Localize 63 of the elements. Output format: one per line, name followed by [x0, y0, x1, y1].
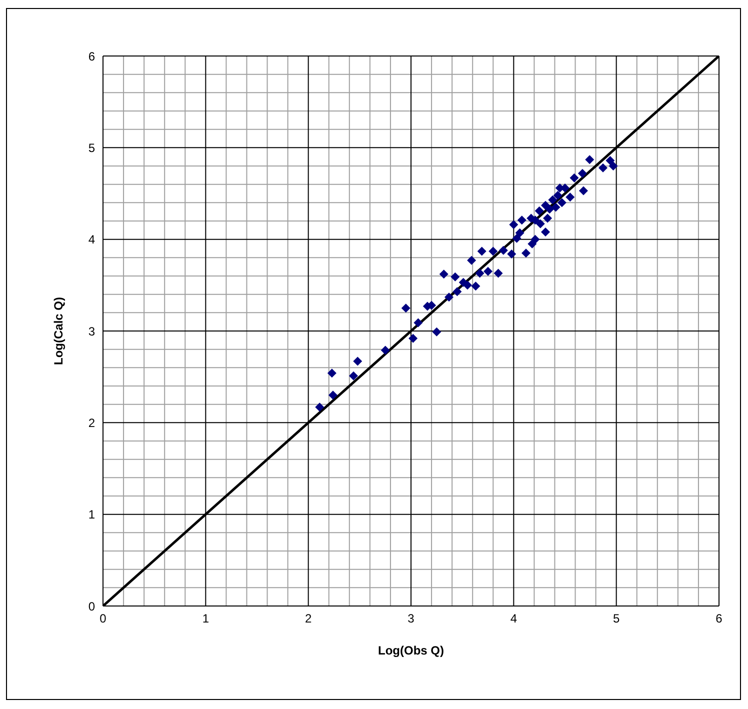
point — [551, 202, 560, 212]
y-tick-label: 1 — [88, 508, 96, 522]
point — [548, 195, 558, 204]
y-tick-label: 4 — [88, 232, 96, 247]
point — [439, 270, 448, 279]
point — [521, 248, 530, 258]
x-tick-label: 6 — [716, 612, 723, 626]
point — [534, 206, 544, 216]
point — [432, 327, 442, 336]
point — [606, 156, 615, 165]
point — [509, 220, 518, 230]
point — [512, 234, 522, 243]
point — [327, 368, 336, 378]
point — [543, 214, 552, 223]
point — [498, 246, 508, 255]
y-tick-label: 0 — [88, 599, 96, 614]
point — [507, 250, 516, 258]
point — [536, 219, 545, 228]
y-axis-title: Log(Calc Q) — [51, 297, 66, 365]
x-tick-label: 3 — [408, 612, 415, 626]
point — [380, 346, 390, 355]
point — [444, 292, 454, 302]
point — [578, 186, 588, 196]
point — [545, 204, 554, 214]
point — [540, 200, 550, 210]
point — [598, 163, 608, 172]
point — [401, 304, 410, 313]
x-tick-label: 1 — [202, 612, 210, 626]
point — [315, 402, 324, 412]
point — [349, 371, 358, 380]
point — [540, 228, 550, 236]
point — [475, 268, 484, 278]
x-tick-label: 0 — [100, 612, 107, 626]
point — [408, 334, 418, 343]
y-tick-label: 3 — [88, 324, 96, 338]
point — [515, 228, 524, 238]
point — [353, 356, 362, 366]
point — [557, 198, 566, 208]
point — [530, 234, 540, 244]
point — [517, 216, 526, 225]
point — [585, 155, 594, 164]
point — [450, 272, 460, 282]
point — [477, 246, 486, 256]
point — [608, 162, 618, 170]
point — [566, 192, 575, 202]
point — [488, 246, 498, 256]
y-tick-label: 5 — [88, 140, 96, 155]
point — [414, 318, 423, 328]
x-tick-label: 4 — [510, 612, 518, 626]
y-tick-label: 2 — [88, 416, 96, 430]
y-tick-label: 6 — [88, 49, 96, 64]
point — [484, 266, 492, 276]
point — [570, 173, 579, 182]
point — [494, 268, 503, 278]
point — [578, 168, 587, 178]
x-tick-label: 2 — [304, 612, 312, 626]
point — [553, 190, 562, 200]
x-tick-label: 5 — [612, 612, 620, 626]
point — [471, 282, 480, 291]
point — [452, 287, 462, 296]
point — [328, 390, 338, 400]
point — [467, 256, 476, 265]
x-axis-title: Log(Obs Q) — [378, 644, 444, 658]
